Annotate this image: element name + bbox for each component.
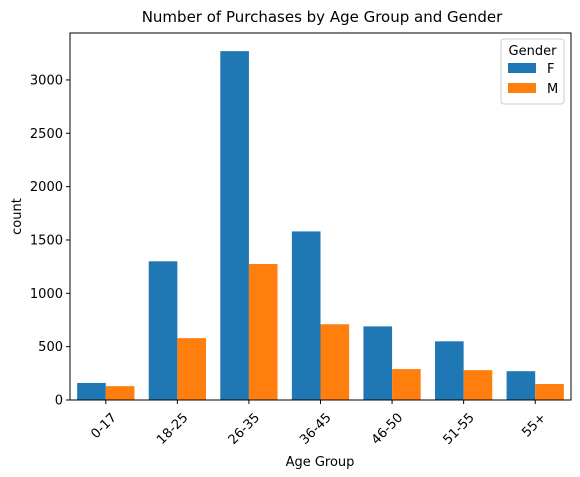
bar-F-36-45 (291, 231, 321, 400)
bar-M-36-45 (320, 324, 350, 400)
legend-entry-M: M (547, 82, 558, 97)
legend-entry-F: F (547, 62, 554, 77)
x-tick-label: 18-25 (154, 410, 191, 447)
legend-swatch-M (508, 83, 536, 93)
bar-M-51-55 (463, 370, 493, 400)
x-tick-label: 36-45 (297, 410, 334, 447)
chart-title: Number of Purchases by Age Group and Gen… (142, 8, 503, 26)
x-tick-label: 26-35 (226, 410, 263, 447)
bar-F-18-25 (148, 261, 178, 400)
bar-F-46-50 (363, 326, 393, 400)
legend-title: Gender (509, 44, 558, 59)
y-axis: 0 500 1000 1500 2000 2500 3000 (30, 73, 70, 409)
legend: Gender FM (500, 38, 565, 105)
bar-F-51-55 (435, 341, 464, 400)
y-axis-label: count (10, 198, 25, 235)
bar-F-0-17 (77, 382, 106, 400)
x-tick-label: 0-17 (88, 410, 119, 441)
y-tick-label: 1000 (30, 287, 63, 302)
y-tick-label: 500 (38, 340, 63, 355)
bar-M-0-17 (105, 386, 135, 400)
bar-M-26-35 (248, 263, 278, 400)
y-tick-label: 2000 (30, 180, 63, 195)
x-tick-label: 55+ (519, 410, 549, 440)
x-axis: 0-17 18-25 26-35 36-45 46-50 51-55 55+ (88, 400, 549, 448)
bar-M-55+ (535, 383, 564, 400)
plot-frame (69, 32, 572, 401)
bar-M-46-50 (392, 369, 421, 400)
y-tick-label: 0 (55, 394, 63, 409)
legend-swatch-F (508, 63, 536, 73)
bar-F-26-35 (220, 51, 249, 400)
bars-group (77, 51, 564, 400)
x-tick-label: 51-55 (440, 410, 477, 447)
bar-F-55+ (506, 371, 536, 400)
y-tick-label: 1500 (30, 233, 63, 248)
y-tick-label: 2500 (30, 127, 63, 142)
y-tick-label: 3000 (30, 73, 63, 88)
bar-M-18-25 (177, 338, 206, 400)
x-axis-label: Age Group (286, 455, 355, 470)
x-tick-label: 46-50 (369, 410, 406, 447)
